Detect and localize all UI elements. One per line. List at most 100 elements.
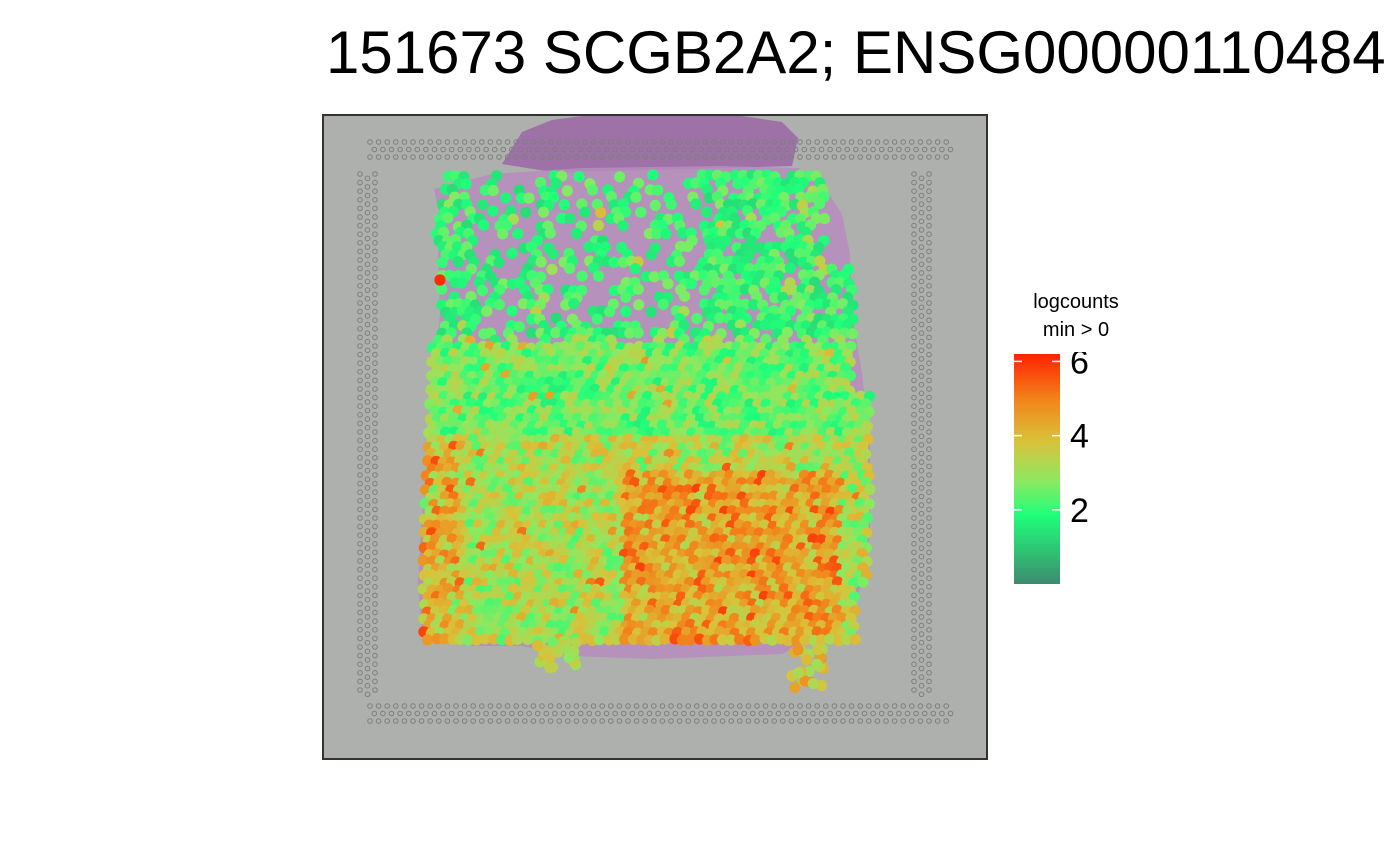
- expression-spot: [783, 183, 795, 195]
- fiducial-spot: [913, 146, 919, 153]
- expression-spot: [496, 634, 508, 646]
- expression-spot: [733, 633, 746, 646]
- expression-spot: [725, 634, 737, 646]
- expression-spot: [725, 619, 737, 631]
- fiducial-spot: [448, 710, 455, 717]
- fiducial-spot: [427, 154, 433, 160]
- fiducial-spot: [874, 139, 881, 145]
- fiducial-spot: [599, 718, 606, 724]
- fiducial-spot: [357, 343, 363, 349]
- expression-spot: [537, 206, 550, 218]
- fiducial-spot: [857, 139, 864, 145]
- fiducial-spot: [918, 631, 925, 637]
- fiducial-spot: [918, 562, 925, 569]
- fiducial-spot: [372, 248, 378, 255]
- fiducial-spot: [582, 718, 588, 724]
- fiducial-spot: [372, 455, 378, 461]
- fiducial-spot: [372, 506, 378, 513]
- fiducial-spot: [364, 278, 371, 285]
- fiducial-spot: [939, 710, 945, 717]
- fiducial-spot: [926, 412, 932, 418]
- fiducial-spot: [642, 139, 649, 145]
- expression-spot: [801, 654, 813, 666]
- fiducial-spot: [694, 718, 700, 724]
- fiducial-spot: [357, 308, 363, 315]
- fiducial-spot: [918, 235, 925, 242]
- expression-spot: [815, 634, 827, 646]
- fiducial-spot: [599, 703, 606, 709]
- fiducial-spot: [534, 146, 541, 153]
- expression-spot: [834, 426, 846, 438]
- expression-spot: [417, 555, 429, 567]
- expression-spot: [748, 299, 760, 311]
- expression-spot: [481, 305, 493, 317]
- fiducial-spot: [926, 429, 932, 435]
- expression-spot: [714, 312, 726, 324]
- expression-spot: [454, 633, 466, 646]
- fiducial-spot: [918, 682, 925, 689]
- fiducial-spot: [357, 498, 363, 504]
- fiducial-spot: [926, 635, 932, 642]
- fiducial-spot: [918, 433, 925, 440]
- fiducial-spot: [911, 368, 917, 375]
- fiducial-spot: [357, 437, 363, 444]
- fiducial-spot: [364, 261, 371, 268]
- fiducial-spot: [357, 489, 363, 496]
- expression-spot: [632, 283, 644, 295]
- fiducial-spot: [911, 334, 917, 341]
- fiducial-spot: [479, 154, 485, 160]
- fiducial-spot: [844, 710, 851, 717]
- expression-spot: [476, 285, 488, 297]
- expression-spot: [739, 176, 751, 188]
- expression-spot: [460, 178, 472, 190]
- fiducial-spot: [357, 214, 363, 220]
- fiducial-spot: [371, 146, 378, 153]
- expression-spot: [500, 219, 513, 232]
- fiducial-spot: [668, 718, 674, 724]
- fiducial-spot: [414, 710, 421, 717]
- fiducial-spot: [638, 146, 644, 153]
- expression-spot: [703, 412, 715, 424]
- expression-spot: [792, 667, 804, 679]
- fiducial-spot: [911, 558, 917, 564]
- expression-spot: [749, 634, 761, 646]
- fiducial-spot: [719, 154, 726, 160]
- expression-spot: [493, 256, 505, 268]
- fiducial-spot: [367, 139, 373, 145]
- fiducial-spot: [372, 274, 378, 280]
- fiducial-spot: [633, 703, 640, 709]
- fiducial-spot: [364, 467, 371, 474]
- fiducial-spot: [784, 146, 790, 153]
- fiducial-spot: [835, 146, 842, 153]
- fiducial-spot: [911, 403, 917, 410]
- fiducial-spot: [861, 710, 868, 717]
- expression-spot: [598, 569, 610, 581]
- fiducial-spot: [372, 412, 378, 418]
- fiducial-spot: [483, 146, 489, 153]
- fiducial-spot: [470, 703, 476, 709]
- fiducial-spot: [427, 703, 433, 709]
- fiducial-spot: [878, 146, 885, 153]
- expression-spot: [544, 651, 556, 663]
- fiducial-spot: [357, 283, 363, 289]
- expression-spot: [544, 662, 556, 674]
- fiducial-spot: [659, 703, 666, 709]
- fiducial-spot: [911, 179, 917, 186]
- fiducial-spot: [569, 146, 575, 153]
- fiducial-spot: [911, 222, 917, 229]
- expression-spot: [632, 327, 644, 339]
- fiducial-spot: [668, 154, 674, 160]
- expression-spot: [583, 241, 595, 253]
- fiducial-spot: [926, 515, 932, 521]
- fiducial-spot: [397, 146, 403, 153]
- fiducial-spot: [375, 718, 382, 724]
- fiducial-spot: [357, 618, 363, 625]
- fiducial-spot: [896, 710, 902, 717]
- expression-spot: [657, 298, 669, 310]
- fiducial-spot: [754, 718, 760, 724]
- fiducial-spot: [357, 541, 363, 547]
- fiducial-spot: [891, 718, 898, 724]
- fiducial-spot: [642, 718, 649, 724]
- fiducial-spot: [926, 627, 932, 633]
- fiducial-spot: [685, 718, 692, 724]
